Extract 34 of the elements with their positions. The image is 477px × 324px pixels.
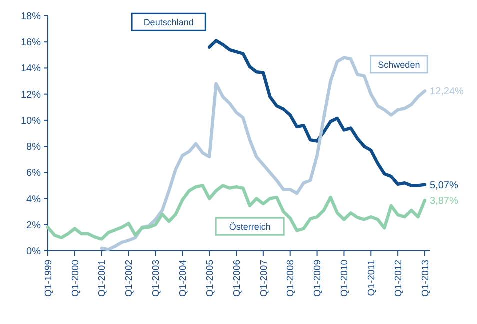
series-label: Schweden <box>378 60 420 70</box>
annotation: 12,24% <box>430 86 464 98</box>
y-tick-label: 16% <box>20 38 42 49</box>
x-tick-label: Q1-2010 <box>340 260 351 297</box>
y-tick-label: 4% <box>26 194 42 206</box>
x-tick-label: Q1-2012 <box>393 260 404 297</box>
annotation: 5,07% <box>430 180 458 192</box>
text: Deutschland <box>144 18 194 28</box>
x-tick-label: Q1-2004 <box>178 260 189 297</box>
y-tick-label: 14% <box>20 64 42 75</box>
x-tick-label: Q1-2006 <box>232 260 243 297</box>
x-tick-label: Q1-2013 <box>420 260 432 297</box>
y-tick-label: 8% <box>26 142 42 154</box>
line-series <box>100 56 427 252</box>
x-tick-label: Q1-2007 <box>258 260 270 297</box>
x-tick-label: Q1-2000 <box>70 260 82 297</box>
line-series <box>208 39 427 188</box>
x-tick-label: Q1-2008 <box>286 260 297 297</box>
x-tick-label: Q1-2009 <box>312 260 324 297</box>
x-tick-label: Q1-2011 <box>366 260 378 296</box>
y-tick-label: 2% <box>26 220 42 232</box>
x-tick-label: Q1-2001 <box>97 260 108 297</box>
x-tick-label: Q1-2005 <box>204 260 216 297</box>
y-tick-label: 10% <box>20 116 42 127</box>
y-tick-label: 12% <box>20 90 42 101</box>
x-tick-label: Q1-2003 <box>151 260 162 297</box>
annotation: 3,87% <box>430 196 458 207</box>
y-tick-label: 6% <box>26 168 42 180</box>
line-series <box>46 184 427 241</box>
series-label: Österreich <box>229 222 271 232</box>
x-tick-label: Q1-2002 <box>124 260 136 297</box>
y-tick-label: 18% <box>20 12 42 22</box>
x-tick-label: Q1-1999 <box>43 260 54 297</box>
y-tick-label: 0% <box>26 246 42 258</box>
